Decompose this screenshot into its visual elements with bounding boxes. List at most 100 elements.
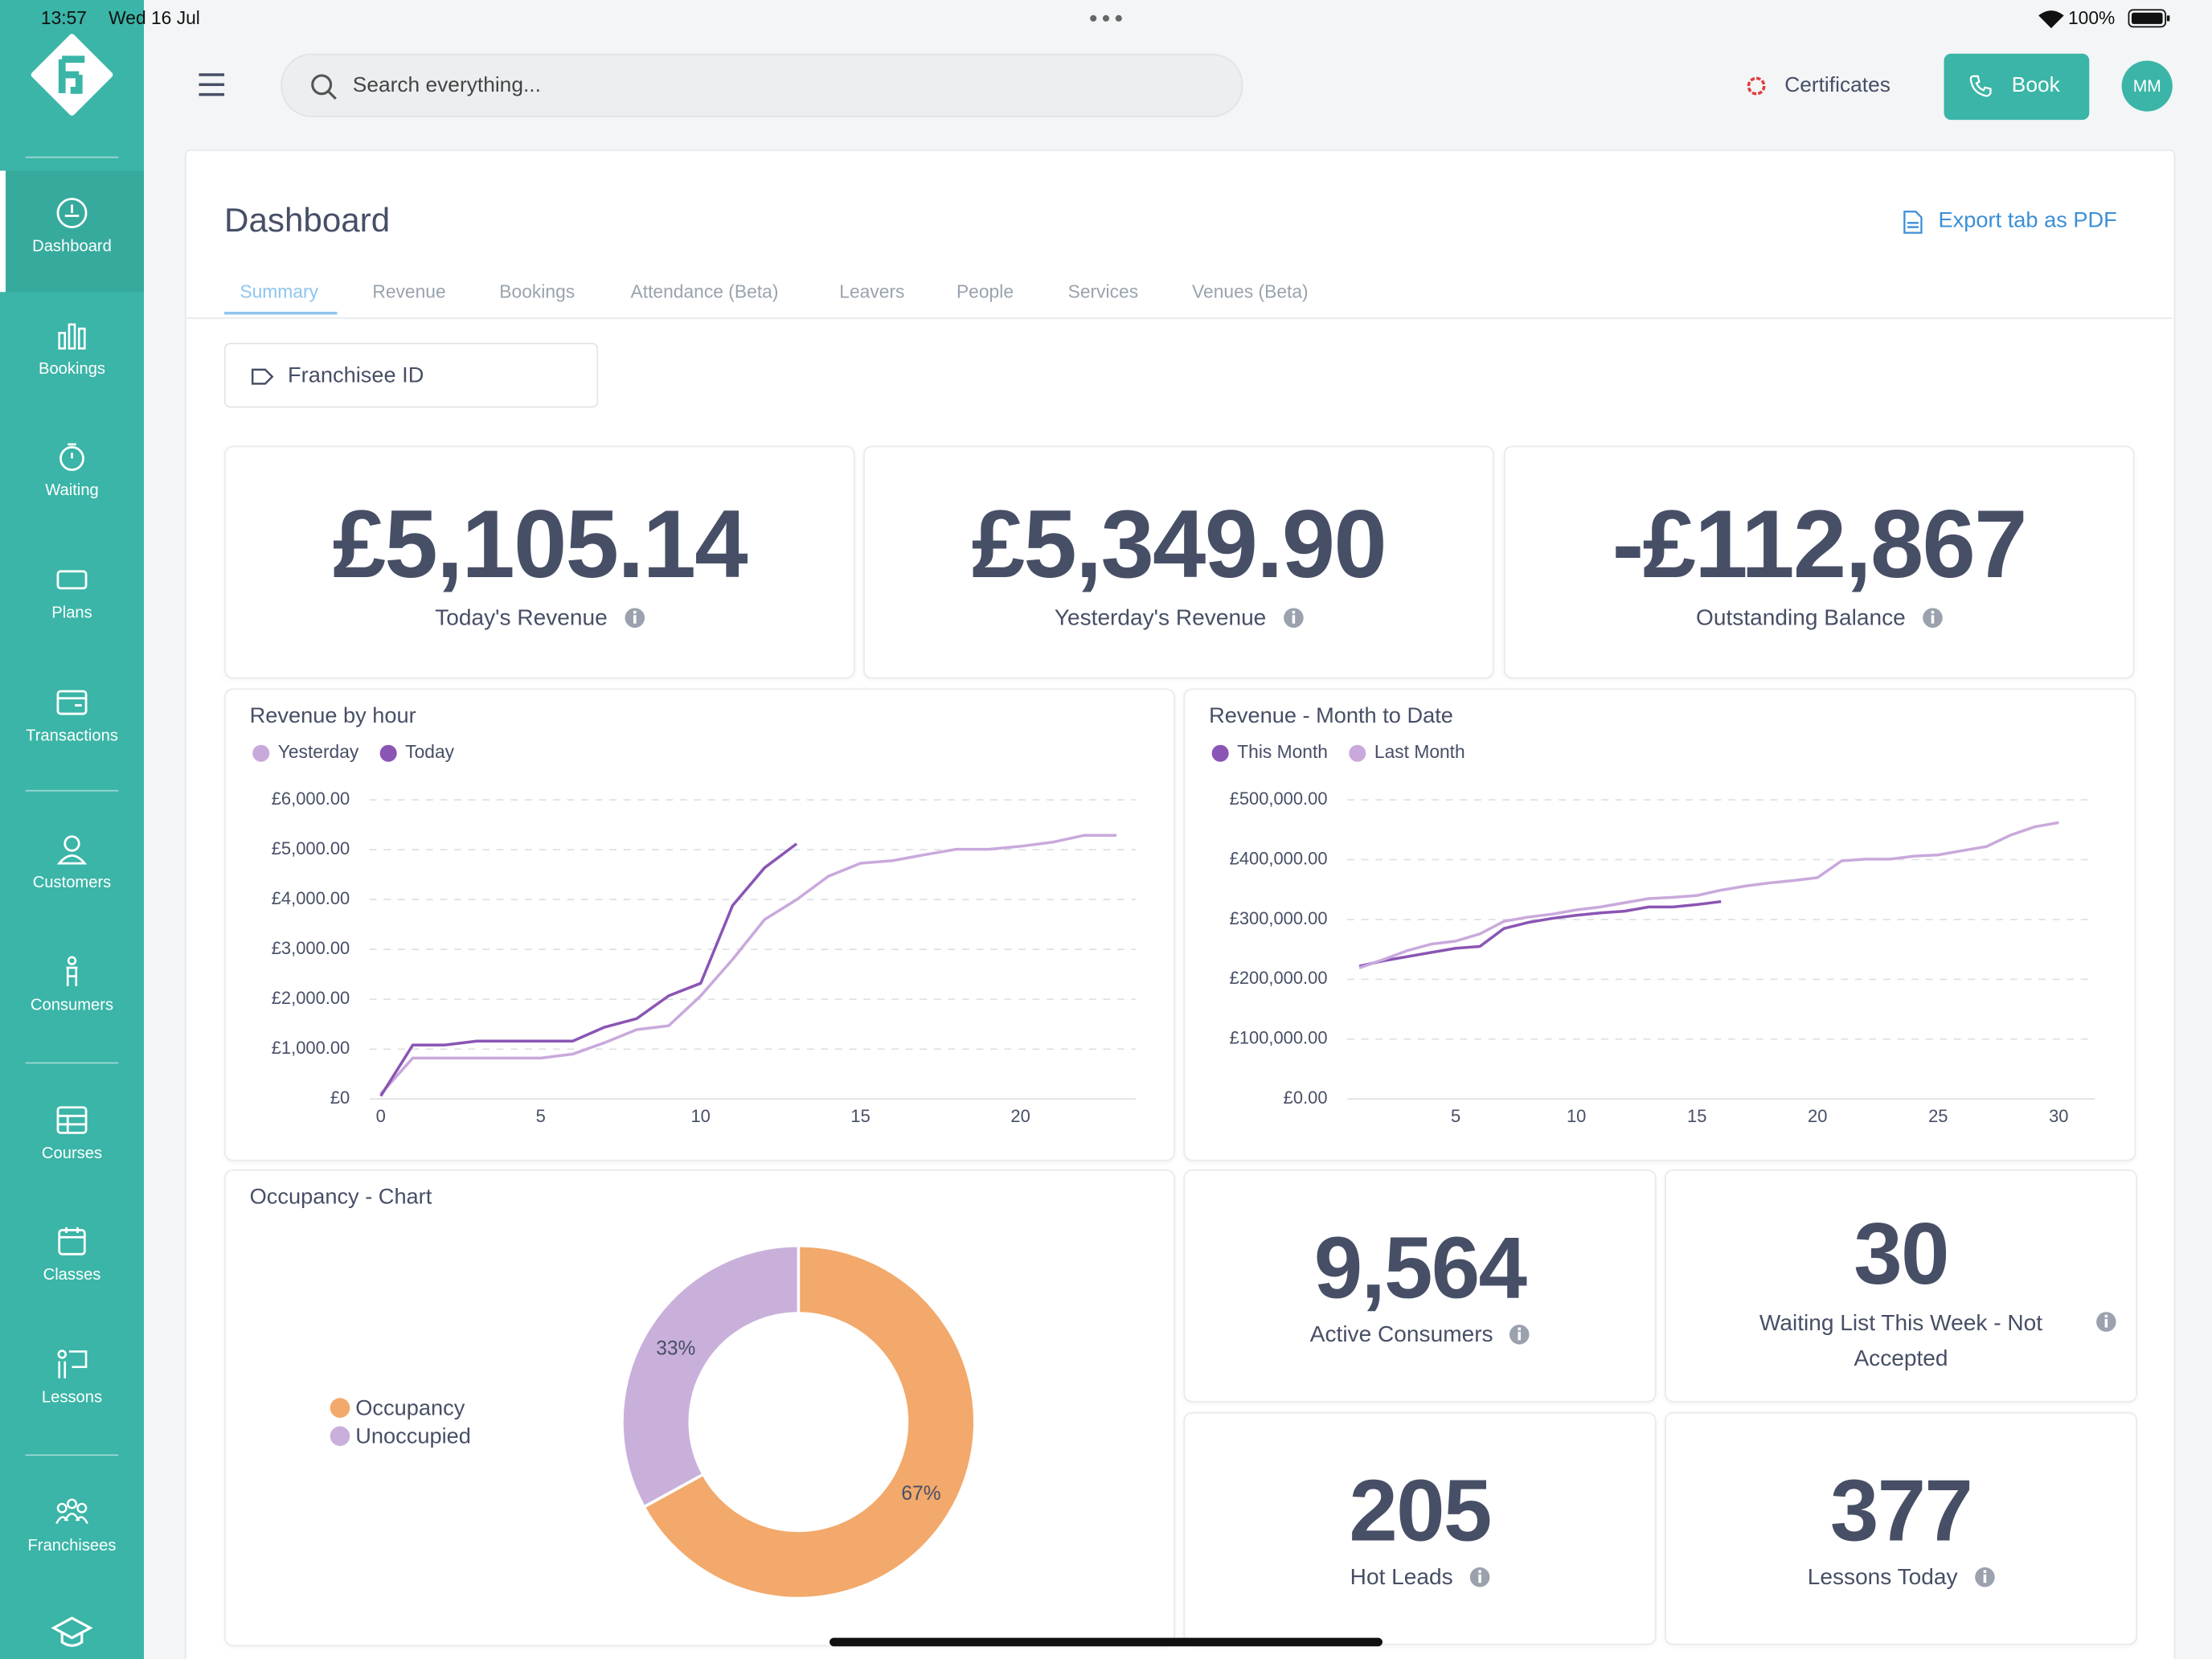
menu-button[interactable]	[198, 72, 226, 98]
wifi-icon	[2038, 10, 2064, 29]
book-label: Book	[2011, 73, 2060, 98]
nav-icon	[56, 835, 88, 865]
stat-card: 377 Lessons Today	[1665, 1411, 2137, 1645]
chart-card	[224, 688, 1175, 1161]
kpi-label: Today's Revenue	[226, 607, 854, 633]
nav-label: Transactions	[26, 727, 118, 745]
nav-item[interactable]: Classes	[0, 1224, 144, 1284]
stat-card: 205 Hot Leads	[1183, 1411, 1657, 1645]
nav-item[interactable]: Consumers	[0, 955, 144, 1014]
franchisee-filter[interactable]: Franchisee ID	[224, 342, 599, 408]
stat-label: Hot Leads	[1185, 1566, 1654, 1591]
page-title: Dashboard	[224, 201, 391, 240]
info-icon	[1469, 1567, 1490, 1587]
stat-value: 377	[1829, 1463, 1973, 1561]
nav-item[interactable]: Waiting	[0, 440, 144, 499]
nav-label: Lessons	[41, 1389, 103, 1407]
tab[interactable]: People	[956, 281, 1014, 302]
nav-label: Plans	[51, 604, 92, 622]
nav-label: Customers	[32, 875, 112, 892]
tab[interactable]: Leavers	[839, 281, 905, 302]
certificates-link[interactable]: Certificates	[1784, 73, 1890, 98]
tab[interactable]: Attendance (Beta)	[630, 281, 779, 302]
nav-item[interactable]: Lessons	[0, 1347, 144, 1407]
info-icon	[624, 608, 645, 629]
kpi-label: Outstanding Balance	[1505, 607, 2133, 633]
stat-value: 205	[1349, 1463, 1492, 1561]
kpi-card: £5,349.90 Yesterday's Revenue	[863, 445, 1494, 679]
filter-label: Franchisee ID	[288, 363, 424, 388]
nav-label: Franchisees	[27, 1538, 117, 1555]
nav-label: Courses	[41, 1145, 103, 1163]
sidebar: Dashboard Bookings Waiting Plans Transaction…	[0, 0, 145, 1659]
stat-label-text: Lessons Today	[1807, 1566, 1958, 1590]
info-icon	[1283, 608, 1303, 629]
tab[interactable]: Summary	[240, 281, 318, 302]
nav-icon	[51, 1616, 93, 1647]
nav-item[interactable]: Plans	[0, 563, 144, 622]
nav-label: Classes	[43, 1267, 101, 1284]
multitask-dots	[1089, 4, 1126, 31]
kpi-value: -£112,867	[1612, 490, 2028, 599]
tab[interactable]: Bookings	[499, 281, 576, 302]
nav-label: Bookings	[38, 361, 106, 379]
nav-icon	[57, 1350, 88, 1378]
stat-card: 9,564 Active Consumers	[1183, 1169, 1657, 1403]
book-button[interactable]: Book	[1944, 53, 2090, 121]
active-indicator	[0, 170, 6, 293]
info-icon	[1922, 608, 1943, 629]
nav-icon	[58, 323, 86, 350]
status-battery: 100%	[2067, 6, 2116, 29]
avatar[interactable]: MM	[2121, 60, 2173, 112]
nav-icon	[59, 443, 84, 471]
status-date: Wed 16 Jul	[109, 6, 200, 29]
stat-label: Lessons Today	[1666, 1566, 2136, 1591]
kpi-label: Yesterday's Revenue	[865, 607, 1493, 633]
kpi-label-text: Yesterday's Revenue	[1054, 606, 1267, 631]
search-placeholder: Search everything...	[352, 73, 541, 98]
active-tab-underline	[224, 311, 338, 315]
nav-item[interactable]: Transactions	[0, 686, 144, 745]
tab[interactable]: Venues (Beta)	[1192, 281, 1309, 302]
stat-value: 30	[1854, 1206, 1949, 1304]
nav-label: Dashboard	[32, 238, 112, 256]
stat-value: 9,564	[1313, 1220, 1527, 1318]
kpi-label-text: Today's Revenue	[435, 606, 608, 631]
chart-card	[1183, 688, 2136, 1161]
nav-icon	[55, 1498, 88, 1525]
info-icon	[1974, 1567, 1995, 1587]
nav-icon	[56, 1106, 88, 1134]
logo	[31, 34, 113, 116]
battery-icon	[2128, 9, 2170, 28]
tab[interactable]: Revenue	[372, 281, 446, 302]
kpi-card: -£112,867 Outstanding Balance	[1503, 445, 2135, 679]
nav-item[interactable]: Customers	[0, 833, 144, 892]
active-nav-bg	[0, 170, 145, 293]
stat-card: 30 Waiting List This Week - Not Accepted	[1665, 1169, 2137, 1403]
pdf-icon	[1903, 211, 1923, 234]
nav-item[interactable]: Dashboard	[0, 196, 144, 256]
stat-label-text: Waiting List This Week - Not Accepted	[1759, 1312, 2043, 1371]
tab[interactable]: Services	[1067, 281, 1139, 302]
chart-card	[224, 1169, 1175, 1647]
nav-item[interactable]: Franchisees	[0, 1495, 144, 1555]
status-time: 13:57	[40, 6, 88, 29]
export-link[interactable]: Export tab as PDF	[1938, 208, 2117, 233]
stat-label: Waiting List This Week - Not Accepted	[1737, 1306, 2066, 1377]
nav-icon	[56, 570, 88, 590]
kpi-label-text: Outstanding Balance	[1696, 606, 1906, 631]
nav-icon	[66, 956, 78, 986]
stat-label: Active Consumers	[1185, 1323, 1654, 1349]
nav-icon	[58, 1227, 86, 1256]
home-indicator	[829, 1637, 1382, 1647]
nav-item[interactable]: Courses	[0, 1103, 144, 1162]
stat-label-text: Active Consumers	[1309, 1323, 1493, 1348]
nav-item[interactable]: Bookings	[0, 319, 144, 379]
kpi-card: £5,105.14 Today's Revenue	[224, 445, 855, 679]
info-icon	[2096, 1312, 2116, 1332]
kpi-value: £5,105.14	[332, 490, 748, 599]
certificate-icon	[1747, 76, 1766, 96]
nav-icon	[56, 690, 88, 715]
search-box[interactable]: Search everything...	[281, 53, 1243, 117]
nav-icon	[56, 198, 88, 228]
